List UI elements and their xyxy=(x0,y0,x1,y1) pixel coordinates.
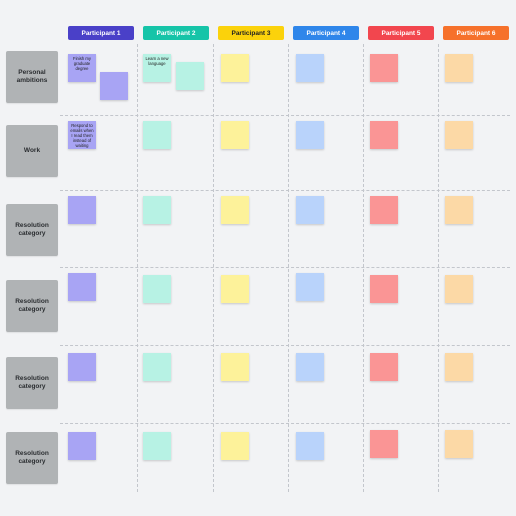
sticky-note[interactable]: Learn a new language xyxy=(143,54,171,82)
row-label-resolution-category[interactable]: Resolution category xyxy=(6,432,58,484)
column-divider xyxy=(438,44,439,492)
sticky-note[interactable] xyxy=(370,353,398,381)
column-header-participant-2[interactable]: Participant 2 xyxy=(143,26,209,40)
sticky-note[interactable] xyxy=(143,196,171,224)
row-label-resolution-category[interactable]: Resolution category xyxy=(6,204,58,256)
sticky-note[interactable] xyxy=(143,275,171,303)
sticky-note[interactable] xyxy=(221,196,249,224)
sticky-note[interactable] xyxy=(296,273,324,301)
sticky-note[interactable] xyxy=(68,353,96,381)
sticky-note[interactable] xyxy=(143,121,171,149)
sticky-note[interactable] xyxy=(221,54,249,82)
row-divider xyxy=(60,345,510,346)
row-divider xyxy=(60,267,510,268)
sticky-note[interactable] xyxy=(100,72,128,100)
sticky-note[interactable] xyxy=(445,275,473,303)
row-divider xyxy=(60,115,510,116)
sticky-note[interactable] xyxy=(296,353,324,381)
sticky-note[interactable] xyxy=(370,430,398,458)
column-divider xyxy=(288,44,289,492)
column-divider xyxy=(213,44,214,492)
sticky-note[interactable] xyxy=(296,432,324,460)
row-label-resolution-category[interactable]: Resolution category xyxy=(6,357,58,409)
row-divider xyxy=(60,190,510,191)
row-label-personal-ambitions[interactable]: Personal ambitions xyxy=(6,51,58,103)
sticky-note[interactable] xyxy=(370,121,398,149)
sticky-note[interactable]: Finish my graduate degree xyxy=(68,54,96,82)
sticky-note[interactable]: Respond to emails when I read them inste… xyxy=(68,121,96,149)
sticky-note[interactable] xyxy=(221,275,249,303)
sticky-note[interactable] xyxy=(445,54,473,82)
column-header-participant-3[interactable]: Participant 3 xyxy=(218,26,284,40)
sticky-note[interactable] xyxy=(370,196,398,224)
sticky-note[interactable] xyxy=(445,121,473,149)
column-header-participant-6[interactable]: Participant 6 xyxy=(443,26,509,40)
sticky-note[interactable] xyxy=(221,121,249,149)
column-divider xyxy=(137,44,138,492)
column-header-participant-1[interactable]: Participant 1 xyxy=(68,26,134,40)
row-label-resolution-category[interactable]: Resolution category xyxy=(6,280,58,332)
sticky-note[interactable] xyxy=(68,273,96,301)
sticky-note[interactable] xyxy=(296,54,324,82)
column-divider xyxy=(363,44,364,492)
sticky-note[interactable] xyxy=(445,196,473,224)
column-header-participant-4[interactable]: Participant 4 xyxy=(293,26,359,40)
sticky-note[interactable] xyxy=(370,54,398,82)
sticky-note[interactable] xyxy=(221,432,249,460)
sticky-note[interactable] xyxy=(143,432,171,460)
sticky-note[interactable] xyxy=(445,430,473,458)
sticky-note[interactable] xyxy=(176,62,204,90)
sticky-note[interactable] xyxy=(296,196,324,224)
sticky-note[interactable] xyxy=(68,432,96,460)
sticky-note[interactable] xyxy=(370,275,398,303)
sticky-note[interactable] xyxy=(221,353,249,381)
row-label-work[interactable]: Work xyxy=(6,125,58,177)
sticky-note[interactable] xyxy=(143,353,171,381)
row-divider xyxy=(60,423,510,424)
sticky-note[interactable] xyxy=(296,121,324,149)
sticky-note[interactable] xyxy=(445,353,473,381)
sticky-note[interactable] xyxy=(68,196,96,224)
column-header-participant-5[interactable]: Participant 5 xyxy=(368,26,434,40)
